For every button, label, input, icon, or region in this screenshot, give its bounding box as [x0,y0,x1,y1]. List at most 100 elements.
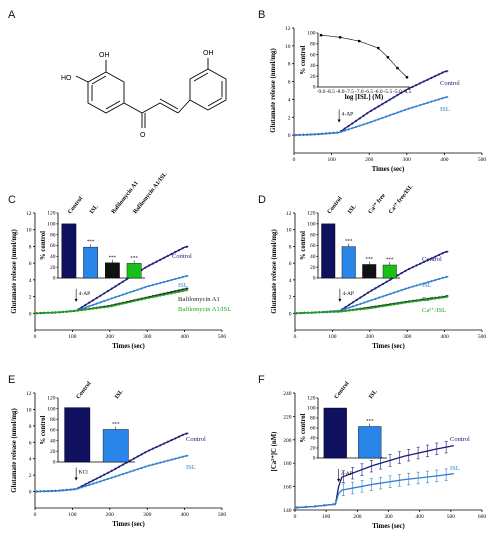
panel-c-data-point [125,292,128,295]
panel-c-data-point [114,304,117,307]
panel-e-y-tick-label: 12 [26,391,32,397]
panel-b-x-tick-label: 300 [403,157,412,163]
panel-e-data-point [54,489,57,492]
panel-e-data-point [35,490,39,493]
panel-f-inset-category-label: ISL [368,389,379,400]
panel-letter-a: A [8,9,16,21]
panel-e-inset-y-tick-label: 100 [47,406,56,412]
panel-e-x-tick-label: 500 [218,512,227,518]
panel-f-y-tick-label: 140 [283,508,292,514]
panel-d-data-point [321,311,325,314]
panel-b-inset-x-tick-label: -5.0 [393,89,402,95]
panel-b-data-point [324,132,328,135]
panel-f-y-axis-label: [Ca²⁺]C (nM) [271,432,278,472]
panel-d-y-axis-label: Glutamate release (nmol/mg) [271,229,278,313]
panel-e-data-point [114,475,117,478]
panel-b-data-point [354,119,358,123]
panel-f-inset-bar [323,407,347,459]
panel-f-y-tick-label: 220 [283,414,292,420]
panel-b-data-point [377,105,380,108]
panel-e-inset-y-tick-label: 20 [50,449,56,455]
panel-e-y-tick-label: 0 [29,490,32,496]
panel-e-data-point [170,438,173,442]
panel-c-data-point [50,311,53,314]
panel-e-inset-category-label: Control [76,381,93,401]
panel-e-data-point [65,488,68,492]
panel-d-inset-bar [382,264,397,279]
panel-b-data-point [441,97,444,100]
panel-d-data-point [366,300,370,303]
panel-b-data-point [306,133,309,136]
panel-c-data-point [84,303,87,307]
panel-c-data-point [110,297,113,300]
panel-c-data-point [151,283,154,287]
panel-e-data-point [125,471,128,475]
panel-c-data-point [114,296,117,299]
panel-b-inset-data-point [377,46,380,50]
panel-c-x-tick-label: 500 [218,334,227,340]
panel-b-data-point [430,100,433,103]
panel-c-data-point [132,300,136,303]
panel-c-data-point [46,311,50,314]
panel-b-data-point [347,124,350,128]
panel-e-y-tick-label: 6 [29,440,32,446]
panel-c-inset-y-tick-label: 40 [50,254,56,260]
panel-c-data-point [147,296,151,300]
panel-d-x-tick-label: 500 [478,334,487,340]
panel-d-data-point [430,280,433,283]
hydroxyl-label-left: HO [61,75,72,82]
panel-f-data-point [314,505,317,508]
panel-c-data-point [91,303,95,307]
panel-f-x-tick-label: 100 [322,514,331,520]
panel-c-data-point [118,282,121,286]
panel-c-series-label: Control [172,253,192,260]
panel-d-data-point [348,309,351,312]
panel-b-data-point [422,102,425,106]
panel-e-data-point [99,475,102,478]
panel-c-data-point [118,303,121,306]
panel-d-y-tick-label: 10 [286,228,292,234]
panel-e-data-point [88,483,91,487]
panel-c-data-point [84,308,87,311]
panel-c-x-axis-label: Times (sec) [112,343,145,350]
panel-b-data-point [366,122,369,125]
panel-e-data-point [181,455,184,458]
panel-d-data-point [378,296,381,299]
panel-c-y-tick-label: 8 [29,244,32,250]
panel-e-data-point [132,457,136,460]
panel-d-data-point [370,298,373,302]
panel-f-inset-y-tick-label: 20 [310,446,316,452]
panel-b-inset-data-point [338,36,342,39]
panel-b-data-point [396,111,399,114]
panel-b-y-tick-label: 8 [288,62,291,68]
panel-b-data-point [309,133,313,136]
panel-d-annotation-arrowhead [338,298,342,302]
panel-d-data-point [419,262,422,265]
panel-c-data-point [129,291,132,294]
panel-b-inset-x-tick-label: -7.0 [355,89,364,95]
panel-c-inset-y-tick-label: 20 [50,265,56,271]
panel-e-y-tick-label: 8 [29,424,32,430]
panel-c-data-point [166,254,169,258]
panel-d-data-point [374,287,377,290]
panel-b-inset-data-point [405,76,409,79]
panel-c-data-point [170,292,173,295]
panel-d-data-point [445,250,448,254]
panel-d-data-point [306,311,310,314]
panel-c-data-point [147,264,151,267]
panel-c-y-tick-label: 10 [26,228,32,234]
panel-d-data-point [378,284,381,288]
panel-b-inset-data-point [319,33,323,37]
panel-d-y-tick-label: 2 [289,295,292,301]
panel-d-inset-category-label: Ca²⁺ free/ISL [387,183,414,215]
panel-d-data-point [310,311,313,314]
panel-d-data-point [385,280,388,283]
panel-c-data-point [65,310,68,313]
panel-d-inset-category-label: Ca²⁺ free [367,192,387,215]
panel-b-data-point [433,99,437,102]
panel-c-y-tick-label: 0 [29,311,32,317]
panel-d-data-point [437,253,441,257]
panel-d-data-point [437,297,441,300]
